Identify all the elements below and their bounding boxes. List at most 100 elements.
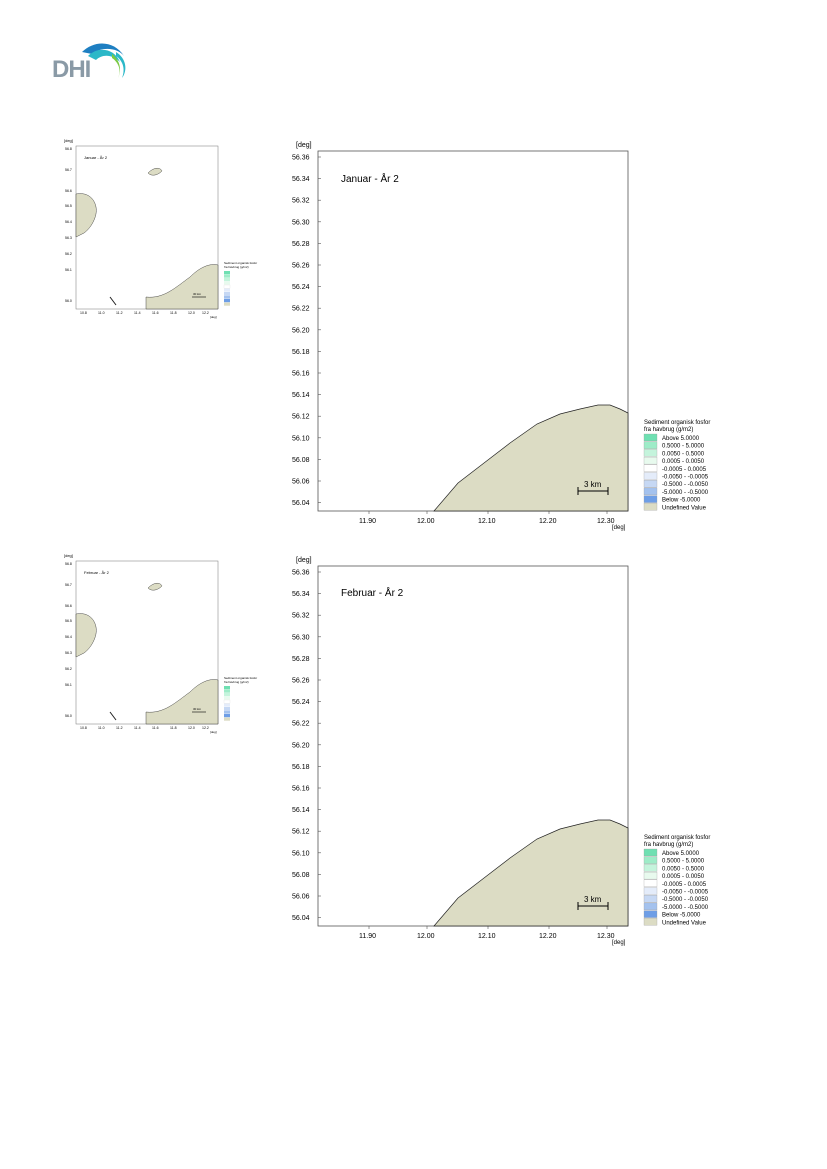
legend-swatch [643, 918, 658, 926]
svg-text:[deg]: [deg] [210, 315, 217, 319]
legend-swatch [643, 503, 658, 511]
svg-text:[deg]: [deg] [210, 730, 217, 734]
y-tick-label: 56.10 [292, 850, 310, 857]
y-tick-label: 56.26 [292, 678, 310, 685]
y-tick-label: 56.18 [292, 764, 310, 771]
legend-swatch [643, 433, 658, 442]
thumb-land-small [109, 711, 117, 721]
x-tick-label: 12.20 [539, 518, 557, 525]
legend-title: Sediment organisk fosfor [644, 420, 710, 426]
map-title: Februar - År 2 [341, 586, 404, 599]
legend-label: Above 5.0000 [662, 436, 700, 442]
y-tick-label: 56.20 [292, 742, 310, 749]
svg-text:56.4: 56.4 [65, 635, 72, 639]
y-tick-label: 56.24 [292, 699, 310, 706]
y-tick-label: 56.08 [292, 457, 310, 464]
y-tick-labels: 56.36 56.34 56.32 56.30 56.28 56.26 56.24 56.22… [292, 155, 321, 507]
y-tick-label: 56.06 [292, 894, 310, 901]
thumb-legend: Sediment organisk fosfor fra havbrug (g/… [223, 261, 257, 306]
scale-bar-label: 3 km [584, 895, 602, 904]
legend-subtitle: fra havbrug (g/m2) [644, 842, 693, 848]
thumb-xticks: 10.8 11.0 11.2 11.4 11.6 11.8 12.0 12.2 [80, 726, 209, 730]
thumb-land-southeast [145, 264, 219, 310]
legend-label: -0.5000 - -0.0050 [662, 897, 709, 903]
legend-label: Undefined Value [662, 920, 707, 926]
svg-text:12.0: 12.0 [188, 726, 195, 730]
legend: Sediment organisk fosfor fra havbrug (g/… [643, 420, 710, 511]
y-tick-labels: 56.36 56.34 56.32 56.30 56.28 56.26 56.24 56.22… [292, 570, 321, 922]
legend-swatch [643, 910, 658, 918]
svg-text:56.1: 56.1 [65, 268, 72, 272]
x-tick-label: 12.00 [417, 933, 435, 940]
legend-label: -0.0050 - -0.0005 [662, 890, 709, 896]
land-polygon [433, 404, 629, 512]
svg-text:56.6: 56.6 [65, 604, 72, 608]
legend-label: 0.0050 - 0.5000 [662, 451, 705, 457]
svg-text:56.6: 56.6 [65, 189, 72, 193]
svg-text:56.7: 56.7 [65, 583, 72, 587]
svg-text:11.4: 11.4 [134, 311, 141, 315]
thumb-yticks: 56.8 56.7 56.6 56.5 56.4 56.3 56.2 56.1 … [65, 147, 72, 303]
y-tick-label: 56.22 [292, 721, 310, 728]
svg-text:12.2: 12.2 [202, 311, 209, 315]
svg-text:11.2: 11.2 [116, 311, 123, 315]
legend-swatch [643, 887, 658, 895]
x-tick-label: 12.30 [597, 933, 615, 940]
svg-text:[deg]: [deg] [64, 553, 73, 558]
legend-swatch [643, 848, 658, 857]
legend-label: -0.0005 - 0.0005 [662, 467, 707, 473]
svg-text:56.3: 56.3 [65, 236, 72, 240]
legend-label: Below -5.0000 [662, 913, 701, 919]
thumb-land-west [75, 193, 97, 238]
scale-bar: 3 km [577, 480, 609, 495]
axis-unit-y: [deg] [296, 142, 312, 149]
legend-swatch [643, 895, 658, 903]
y-tick-label: 56.10 [292, 435, 310, 442]
thumbnail-map-februar: [deg] 56.8 56.7 56.6 56.5 56.4 56.3 56.2… [64, 553, 257, 734]
svg-text:11.6: 11.6 [152, 311, 159, 315]
thumb-land-small [109, 296, 117, 306]
land-polygon [433, 819, 629, 927]
y-tick-label: 56.14 [292, 392, 310, 399]
svg-text:56.8: 56.8 [65, 147, 72, 151]
legend-label: 0.5000 - 5.0000 [662, 444, 705, 450]
x-tick-labels: 11.90 12.00 12.10 12.20 12.30 [359, 511, 615, 525]
thumbnail-map-januar: [deg] 56.8 56.7 56.6 56.5 56.4 56.3 56.2… [64, 138, 257, 319]
legend-swatch [643, 456, 658, 465]
thumb-legend: Sediment organisk fosfor fra havbrug (g/… [223, 676, 257, 721]
svg-text:12.0: 12.0 [188, 311, 195, 315]
svg-text:11.8: 11.8 [170, 311, 177, 315]
legend-swatch [643, 480, 658, 488]
x-tick-label: 12.10 [478, 933, 496, 940]
legend-label: -0.0050 - -0.0005 [662, 475, 709, 481]
y-tick-label: 56.08 [292, 872, 310, 879]
scale-bar-label: 3 km [584, 480, 602, 489]
thumb-land-southeast [145, 679, 219, 725]
svg-text:56.5: 56.5 [65, 619, 72, 623]
x-tick-label: 12.30 [597, 518, 615, 525]
map-panel-februar: [deg] 56.36 56.34 56.32 56.30 56.28 56.26 56.2… [292, 557, 710, 946]
y-tick-label: 56.20 [292, 327, 310, 334]
svg-text:56.8: 56.8 [65, 562, 72, 566]
svg-text:56.0: 56.0 [65, 299, 72, 303]
map-panel-januar: [deg] 56.36 56.34 56.32 56.30 56.28 56.26 56.2… [292, 142, 710, 531]
thumb-title: Februar - År 2 [84, 570, 110, 575]
y-tick-label: 56.24 [292, 284, 310, 291]
x-tick-labels: 11.90 12.00 12.10 12.20 12.30 [359, 926, 615, 940]
map-title: Januar - År 2 [341, 172, 399, 185]
svg-text:56.0: 56.0 [65, 714, 72, 718]
svg-text:11.2: 11.2 [116, 726, 123, 730]
y-tick-label: 56.04 [292, 500, 310, 507]
x-tick-label: 12.10 [478, 518, 496, 525]
thumb-land-west [75, 613, 97, 658]
svg-text:56.3: 56.3 [65, 651, 72, 655]
svg-text:56.5: 56.5 [65, 204, 72, 208]
svg-text:11.4: 11.4 [134, 726, 141, 730]
y-tick-label: 56.04 [292, 915, 310, 922]
svg-text:10.8: 10.8 [80, 311, 87, 315]
svg-text:11.0: 11.0 [98, 726, 105, 730]
y-tick-label: 56.30 [292, 634, 310, 641]
scale-bar: 3 km [577, 895, 609, 910]
y-tick-label: 56.34 [292, 591, 310, 598]
y-tick-label: 56.36 [292, 155, 310, 162]
